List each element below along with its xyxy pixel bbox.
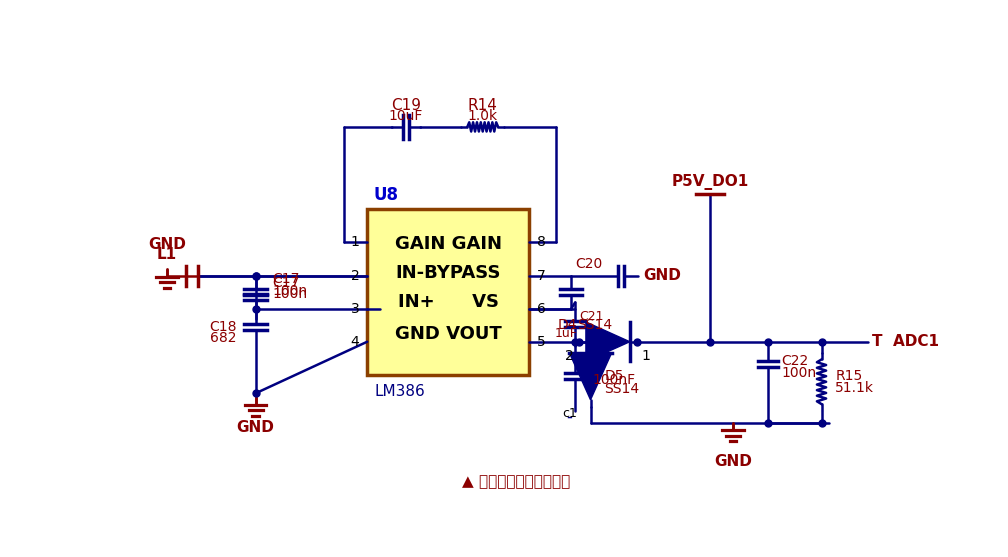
Text: 100n: 100n [272, 284, 307, 298]
Text: D5: D5 [605, 369, 624, 383]
Text: R15: R15 [836, 369, 863, 383]
Polygon shape [570, 353, 612, 400]
Text: GND: GND [237, 421, 274, 436]
Text: SS14: SS14 [577, 318, 612, 332]
Text: 8: 8 [536, 236, 545, 250]
Text: 100n: 100n [272, 287, 307, 301]
Text: 4: 4 [351, 335, 360, 349]
Text: 6: 6 [536, 302, 545, 316]
Text: LM386: LM386 [375, 384, 425, 399]
Text: IN+      VS: IN+ VS [397, 294, 499, 311]
Text: C17: C17 [272, 276, 300, 290]
Text: 100n: 100n [781, 365, 816, 379]
Text: P5V_DO1: P5V_DO1 [671, 174, 749, 190]
Text: GND VOUT: GND VOUT [395, 325, 501, 343]
FancyBboxPatch shape [367, 209, 529, 375]
Text: C17: C17 [272, 272, 300, 286]
Text: ▲ 采集级放大电路原理图: ▲ 采集级放大电路原理图 [463, 475, 571, 490]
Text: GND: GND [643, 268, 680, 283]
Text: 1: 1 [351, 236, 360, 250]
Text: 682: 682 [210, 331, 236, 345]
Text: L1: L1 [157, 247, 177, 262]
Text: SS14: SS14 [605, 382, 639, 395]
Text: 1: 1 [641, 349, 650, 363]
Text: 7: 7 [536, 268, 545, 282]
Text: IN-BYPASS: IN-BYPASS [395, 264, 501, 282]
Text: 3: 3 [351, 302, 360, 316]
Text: 2: 2 [351, 268, 360, 282]
Text: R14: R14 [468, 98, 498, 113]
Text: -: - [566, 408, 572, 426]
Text: c1: c1 [561, 407, 577, 420]
Text: D4: D4 [557, 318, 578, 332]
Text: 5: 5 [536, 335, 545, 349]
Text: C20: C20 [576, 257, 603, 271]
Text: GAIN GAIN: GAIN GAIN [394, 235, 502, 253]
Text: 51.1k: 51.1k [836, 381, 874, 395]
Text: GND: GND [714, 453, 752, 468]
Text: 100nF: 100nF [592, 373, 635, 387]
Polygon shape [586, 322, 630, 361]
Text: C22: C22 [781, 354, 808, 368]
Text: C18: C18 [209, 320, 236, 334]
Text: 10uF: 10uF [388, 109, 423, 123]
Text: C21: C21 [579, 310, 604, 323]
Text: U8: U8 [373, 187, 398, 204]
Text: T  ADC1: T ADC1 [872, 334, 938, 349]
Text: 1.0k: 1.0k [468, 109, 498, 123]
Text: 2: 2 [565, 349, 575, 363]
Text: C19: C19 [391, 98, 420, 113]
Text: GND: GND [148, 237, 185, 252]
Text: 1uF: 1uF [554, 327, 578, 340]
